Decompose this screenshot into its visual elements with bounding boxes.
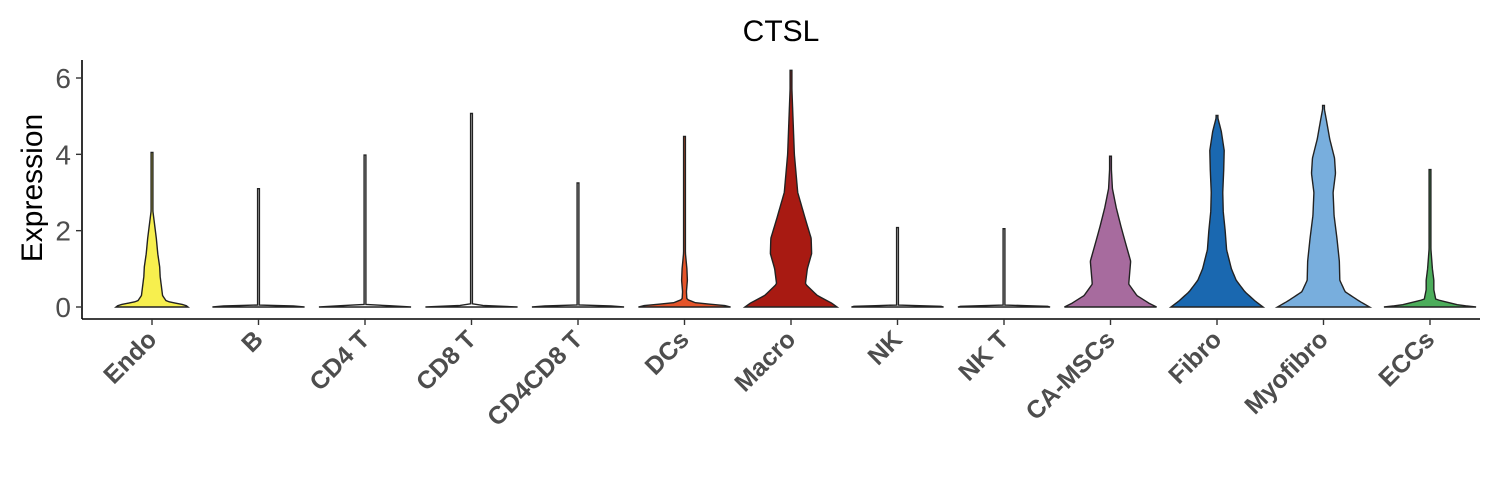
violin-dcs — [638, 135, 731, 308]
y-tick-label: 0 — [55, 292, 71, 323]
y-tick-label: 2 — [55, 216, 71, 247]
x-tick-label: CA-MSCs — [1020, 325, 1120, 425]
violin-nk — [851, 226, 944, 308]
plot-area: 0 2 4 6 Endo B CD4 T CD8 T CD4CD8 T DCs Macro NK NK … — [55, 60, 1480, 432]
violin-b — [212, 187, 305, 308]
x-tick-label: CD4CD8 T — [482, 325, 588, 431]
violin-cd8-t — [425, 112, 518, 308]
violin-myofibro — [1274, 104, 1373, 308]
violin-nk-t — [957, 228, 1051, 308]
y-tick-label: 6 — [55, 63, 71, 94]
x-tick-label: DCs — [640, 325, 695, 380]
violin-macro — [742, 69, 840, 308]
y-tick-label: 4 — [55, 139, 71, 170]
violin-ca-mscs — [1064, 155, 1157, 308]
x-tick-label: NK — [862, 325, 907, 370]
x-tick-label: Myofibro — [1239, 325, 1333, 419]
y-axis-label: Expression — [16, 114, 49, 262]
violin-cd4-t — [318, 154, 412, 308]
x-tick-label: Endo — [98, 325, 162, 389]
x-tick-label: Macro — [729, 325, 801, 397]
violin-endo — [113, 151, 191, 308]
violin-fibro — [1168, 114, 1266, 308]
x-tick-label: CD4 T — [304, 325, 375, 396]
x-tick-label: NK T — [953, 325, 1014, 386]
violin-eccs — [1383, 168, 1477, 308]
chart-title: CTSL — [743, 15, 820, 48]
x-tick-label: CD8 T — [411, 325, 482, 396]
violin-cd4cd8-t — [531, 182, 625, 308]
x-tick-label: Fibro — [1163, 325, 1227, 389]
x-tick-label: ECCs — [1373, 325, 1440, 392]
x-tick-label: B — [236, 325, 269, 358]
